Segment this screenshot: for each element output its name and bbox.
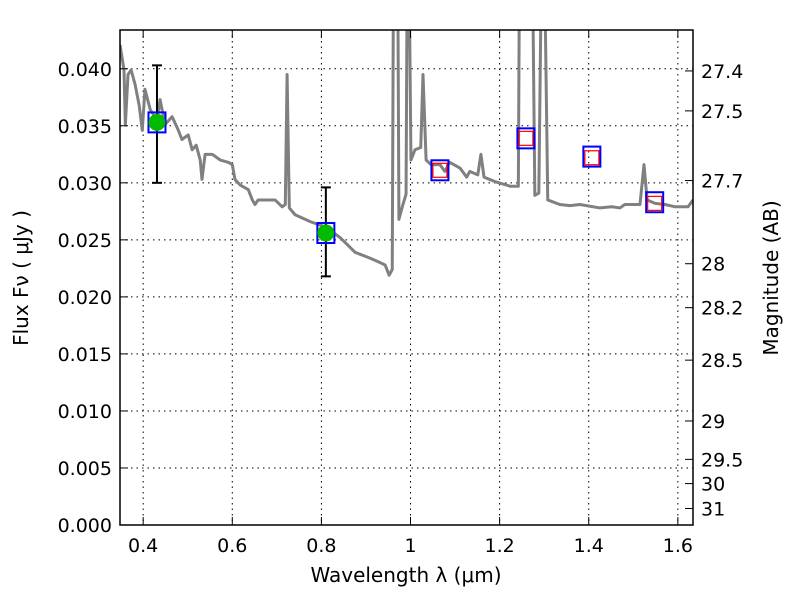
right-tick-label: 28	[701, 254, 725, 276]
x-tick-label: 1	[404, 535, 416, 557]
y-tick-label: 0.015	[58, 344, 112, 366]
y-tick-label: 0.020	[58, 287, 112, 309]
right-tick-label: 29	[701, 411, 725, 433]
red-photometry-square	[518, 130, 534, 146]
y-tick-label: 0.030	[58, 173, 112, 195]
x-axis-label: Wavelength λ (μm)	[310, 563, 501, 587]
right-tick-label: 30	[701, 474, 725, 496]
red-photometry-square	[584, 150, 600, 166]
right-tick-label: 31	[701, 499, 725, 521]
y-tick-label: 0.000	[58, 515, 112, 537]
model-spectrum-line	[120, 30, 693, 277]
x-tick-label: 0.4	[128, 535, 158, 557]
x-tick-label: 0.8	[306, 535, 336, 557]
right-tick-label: 28.5	[701, 350, 743, 372]
observed-point	[317, 224, 335, 242]
plot-area	[120, 30, 693, 278]
model-photometry-square	[430, 159, 450, 182]
ticks: 0.4 0.6 0.8 1 1.2 1.4 1.6 0.000 0.005 0.010 0.015 0…	[58, 30, 743, 557]
x-tick-label: 1.6	[663, 535, 693, 557]
y-tick-label: 0.040	[58, 59, 112, 81]
model-photometry-square	[582, 145, 602, 168]
y-tick-label: 0.010	[58, 401, 112, 423]
right-tick-label: 28.2	[701, 298, 743, 320]
x-tick-label: 1.4	[574, 535, 604, 557]
red-photometry-square	[432, 162, 448, 178]
model-photometry-square	[516, 127, 536, 150]
right-tick-label: 29.5	[701, 449, 743, 471]
y-axis-label: Flux Fν ( μJy )	[9, 210, 33, 346]
observed-point	[148, 113, 166, 131]
right-tick-label: 27.5	[701, 101, 743, 123]
model-photometry-square	[645, 191, 665, 214]
right-tick-label: 27.7	[701, 171, 743, 193]
y-tick-label: 0.025	[58, 230, 112, 252]
y-tick-label: 0.035	[58, 116, 112, 138]
red-photometry-square	[647, 195, 663, 211]
y-tick-label: 0.005	[58, 458, 112, 480]
right-tick-label: 27.4	[701, 61, 743, 83]
x-tick-label: 0.6	[217, 535, 247, 557]
plot-frame	[119, 29, 694, 526]
y-axis-right-label: Magnitude (AB)	[759, 200, 783, 355]
x-tick-label: 1.2	[485, 535, 515, 557]
